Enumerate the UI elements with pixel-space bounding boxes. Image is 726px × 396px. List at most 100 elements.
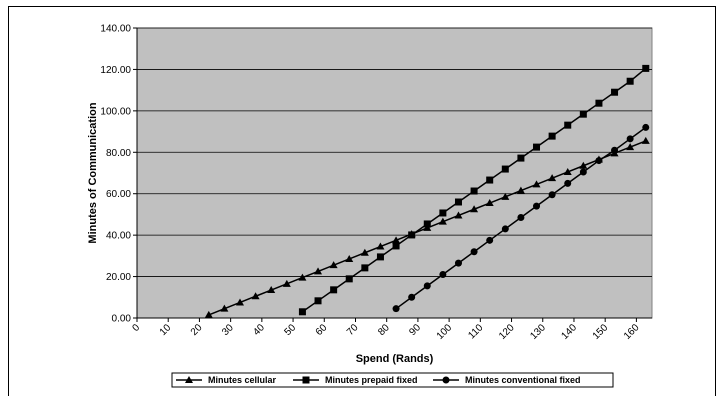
data-point [533, 143, 541, 151]
data-point [641, 136, 650, 144]
x-tick-label: 130 [528, 322, 548, 342]
y-axis-ticks: 0.00 20.00 40.00 60.00 80.00 100.00 120.00 140.… [100, 24, 137, 325]
data-point [579, 110, 587, 118]
data-point [642, 64, 650, 72]
x-tick-label: 60 [314, 322, 330, 338]
y-tick-label: 120.00 [100, 65, 131, 76]
legend-box [171, 372, 614, 388]
data-point [314, 297, 322, 305]
data-point [501, 165, 509, 173]
data-point [626, 143, 635, 151]
y-axis-title: Minutes of Communication [87, 102, 99, 243]
data-point [595, 99, 603, 107]
x-tick-label: 30 [220, 322, 236, 338]
data-point [564, 121, 572, 129]
data-point [486, 176, 494, 184]
legend-label: Minutes conventional fixed [465, 375, 581, 385]
data-point [345, 275, 353, 283]
data-point [329, 261, 338, 269]
legend-entry: Minutes conventional fixed [433, 375, 581, 385]
y-tick-label: 140.00 [100, 24, 131, 35]
data-point [533, 202, 541, 210]
data-point [517, 154, 525, 162]
data-point [470, 248, 478, 256]
data-point [376, 253, 384, 261]
data-point [501, 192, 510, 200]
x-tick-label: 80 [376, 322, 392, 338]
data-point [298, 273, 307, 281]
x-tick-label: 140 [560, 322, 580, 342]
y-tick-label: 40.00 [106, 231, 131, 242]
data-point [470, 205, 479, 213]
data-point [595, 157, 603, 165]
data-point [501, 225, 509, 233]
x-tick-label: 40 [251, 322, 267, 338]
data-point [267, 286, 276, 294]
x-tick-label: 10 [158, 322, 174, 338]
data-point [185, 376, 193, 383]
x-tick-label: 120 [497, 322, 517, 342]
series-group [204, 64, 650, 318]
data-point [251, 292, 260, 300]
data-point [454, 198, 462, 206]
data-point [626, 77, 634, 85]
data-point [392, 236, 401, 244]
data-point [548, 191, 556, 199]
series-triangle [204, 136, 650, 318]
plot-area [136, 27, 653, 319]
data-point [611, 146, 619, 154]
legend: Minutes cellular Minutes prepaid fixed Min… [171, 372, 614, 388]
x-tick-label: 150 [591, 322, 611, 342]
data-point [563, 167, 572, 175]
data-point [330, 286, 338, 294]
data-point [439, 209, 447, 217]
data-point [517, 214, 525, 222]
data-point [626, 135, 634, 143]
x-tick-label: 160 [622, 322, 642, 342]
data-point [564, 179, 572, 187]
x-axis-title: Spend (Rands) [356, 353, 434, 365]
series-circle [392, 123, 650, 313]
x-tick-label: 20 [189, 322, 205, 338]
data-point [236, 298, 244, 306]
data-point [298, 308, 306, 316]
data-point [204, 310, 213, 318]
data-point [454, 259, 462, 267]
data-point [392, 242, 400, 250]
data-point [470, 187, 478, 195]
data-point [360, 248, 369, 256]
data-point [548, 132, 556, 140]
x-axis-ticks: 0 10 20 30 40 50 60 70 80 90 100 110 120 130 140 150 160 [130, 318, 642, 342]
data-point [408, 231, 416, 239]
axes [136, 28, 652, 319]
data-point [345, 254, 354, 262]
legend-label: Minutes cellular [208, 375, 277, 385]
y-tick-label: 80.00 [106, 148, 131, 159]
data-point [642, 123, 650, 131]
data-point [423, 282, 431, 290]
gridlines [137, 27, 652, 277]
x-tick-label: 50 [283, 322, 299, 338]
chart-frame [8, 6, 716, 396]
x-tick-label: 100 [435, 322, 455, 342]
data-point [439, 271, 447, 278]
data-point [376, 242, 385, 250]
data-point [611, 88, 619, 96]
legend-label: Minutes prepaid fixed [325, 375, 418, 385]
data-point [485, 199, 494, 207]
series-square [298, 64, 650, 316]
data-point [314, 267, 323, 275]
data-point [302, 376, 310, 384]
data-point [442, 376, 450, 384]
data-point [282, 279, 291, 287]
x-tick-label: 110 [466, 322, 485, 341]
data-point [532, 180, 541, 188]
data-point [361, 264, 369, 272]
data-point [579, 161, 588, 169]
data-point [516, 186, 525, 194]
data-point [408, 293, 416, 301]
x-tick-label: 90 [407, 322, 423, 338]
data-point [486, 236, 494, 244]
data-point [423, 220, 431, 228]
data-point [220, 304, 229, 312]
